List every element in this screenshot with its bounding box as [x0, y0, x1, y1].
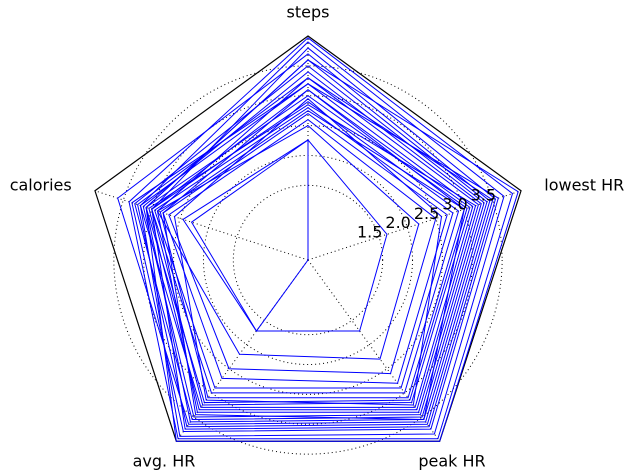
- series-line: [154, 107, 454, 389]
- series-line: [139, 83, 474, 408]
- series-line: [145, 59, 519, 442]
- series-line: [134, 65, 485, 420]
- category-label: steps: [287, 3, 330, 22]
- series-line: [142, 71, 482, 418]
- category-label: avg. HR: [133, 452, 196, 471]
- series-line: [128, 37, 514, 440]
- series-line: [131, 83, 499, 433]
- series-line: [190, 138, 309, 332]
- r-tick-label: 1.5: [357, 222, 382, 241]
- series-line: [151, 47, 497, 430]
- series-line: [117, 53, 491, 425]
- series-line: [137, 77, 494, 428]
- grid-circle: [113, 65, 503, 455]
- series-line: [168, 119, 437, 375]
- grid-circle: [232, 184, 384, 336]
- r-tick-label: 3.5: [471, 186, 496, 205]
- series-line: [151, 101, 460, 394]
- series-line: [159, 110, 465, 399]
- spoke: [307, 259, 441, 442]
- category-label: calories: [10, 175, 72, 194]
- series-line: [148, 104, 477, 411]
- series-line: [139, 41, 505, 437]
- series-line: [145, 95, 468, 404]
- grid-circle: [173, 125, 443, 395]
- spoke: [307, 190, 522, 261]
- series-line: [162, 89, 465, 420]
- r-tick-label: 2.0: [385, 213, 410, 232]
- spoke: [175, 259, 309, 442]
- series-line: [162, 113, 448, 384]
- category-label: lowest HR: [544, 175, 624, 194]
- series-line: [182, 139, 388, 332]
- series-line: [173, 98, 443, 406]
- r-tick-label: 3.0: [442, 195, 467, 214]
- r-tick-label: 2.5: [414, 204, 439, 223]
- category-label: peak HR: [418, 452, 485, 471]
- spoke: [94, 190, 309, 261]
- series-line: [156, 77, 480, 413]
